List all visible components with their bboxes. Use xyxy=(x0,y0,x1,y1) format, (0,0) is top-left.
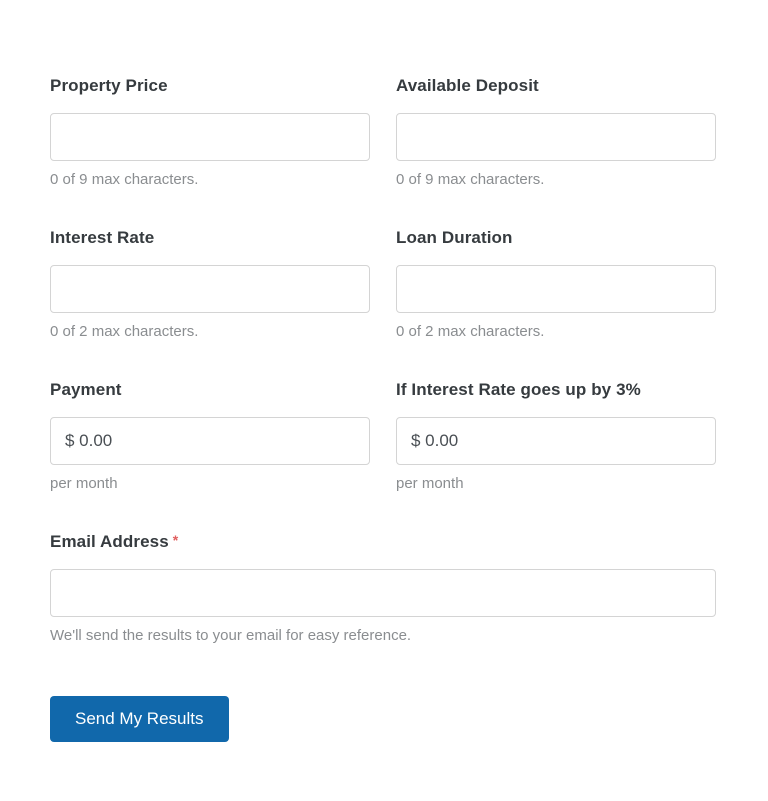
field-payment: Payment per month xyxy=(50,380,370,493)
field-email-address: Email Address * We'll send the results to… xyxy=(50,532,716,645)
field-available-deposit: Available Deposit 0 of 9 max characters. xyxy=(396,76,716,189)
form-row-2: Interest Rate 0 of 2 max characters. Loa… xyxy=(50,228,716,341)
form-row-3: Payment per month If Interest Rate goes … xyxy=(50,380,716,493)
interest-rate-helper: 0 of 2 max characters. xyxy=(50,323,199,340)
field-interest-rate: Interest Rate 0 of 2 max characters. xyxy=(50,228,370,341)
property-price-helper: 0 of 9 max characters. xyxy=(50,171,199,188)
form-row-1: Property Price 0 of 9 max characters. Av… xyxy=(50,76,716,189)
rate-increase-payment-label: If Interest Rate goes up by 3% xyxy=(396,380,641,399)
interest-rate-input[interactable] xyxy=(50,265,370,313)
payment-input[interactable] xyxy=(50,417,370,465)
available-deposit-input[interactable] xyxy=(396,113,716,161)
send-results-button[interactable]: Send My Results xyxy=(50,696,229,742)
available-deposit-label: Available Deposit xyxy=(396,76,539,95)
loan-duration-helper: 0 of 2 max characters. xyxy=(396,323,545,340)
rate-increase-payment-helper: per month xyxy=(396,475,464,492)
payment-label: Payment xyxy=(50,380,122,399)
loan-duration-input[interactable] xyxy=(396,265,716,313)
email-address-label-text: Email Address xyxy=(50,532,169,551)
required-asterisk: * xyxy=(172,532,179,548)
loan-duration-label: Loan Duration xyxy=(396,228,513,247)
property-price-input[interactable] xyxy=(50,113,370,161)
form-row-email: Email Address * We'll send the results to… xyxy=(50,532,716,645)
field-property-price: Property Price 0 of 9 max characters. xyxy=(50,76,370,189)
email-address-helper: We'll send the results to your email for… xyxy=(50,627,412,644)
property-price-label: Property Price xyxy=(50,76,168,95)
payment-helper: per month xyxy=(50,475,118,492)
interest-rate-label: Interest Rate xyxy=(50,228,155,247)
loan-calculator-form: Property Price 0 of 9 max characters. Av… xyxy=(50,76,716,742)
email-address-input[interactable] xyxy=(50,569,716,617)
rate-increase-payment-input[interactable] xyxy=(396,417,716,465)
field-rate-increase-payment: If Interest Rate goes up by 3% per month xyxy=(396,380,716,493)
available-deposit-helper: 0 of 9 max characters. xyxy=(396,171,545,188)
email-address-label: Email Address * xyxy=(50,532,716,552)
field-loan-duration: Loan Duration 0 of 2 max characters. xyxy=(396,228,716,341)
